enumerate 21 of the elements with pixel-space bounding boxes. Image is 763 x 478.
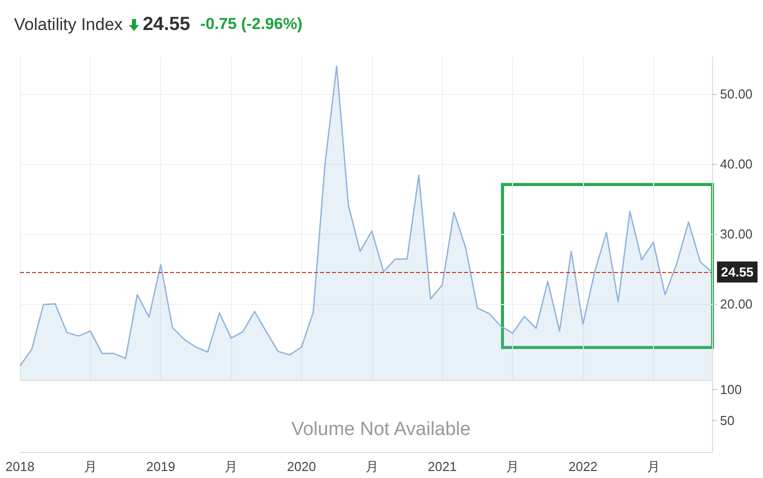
x-tick-label: 2022 xyxy=(568,459,598,474)
x-tick-label: 2019 xyxy=(146,459,176,474)
x-tick-label: 月 xyxy=(646,459,660,474)
text: -0.75 (-2.96%) xyxy=(200,16,302,34)
y-tick-label: 30.00 xyxy=(720,226,753,242)
y-tick-label: 50 xyxy=(720,413,734,428)
y-tick-label: 50.00 xyxy=(720,86,753,102)
x-tick-label: 2020 xyxy=(287,459,316,474)
ref-line-label: 24.55 xyxy=(721,264,754,280)
annotation: Volume Not Available xyxy=(291,419,471,440)
x-tick-label: 2021 xyxy=(428,459,457,474)
y-tick-label: 100 xyxy=(720,382,742,397)
text: 24.55 xyxy=(142,14,190,36)
x-tick-label: 月 xyxy=(365,459,378,474)
y-tick-label: 40.00 xyxy=(720,156,753,172)
y-tick-label: 20.00 xyxy=(720,296,753,312)
x-tick-label: 2018 xyxy=(6,459,34,474)
x-tick-label: 月 xyxy=(506,459,520,474)
x-tick-label: 月 xyxy=(84,459,97,474)
chart-title: Volatility Index xyxy=(14,15,123,35)
x-tick-label: 月 xyxy=(224,459,238,474)
